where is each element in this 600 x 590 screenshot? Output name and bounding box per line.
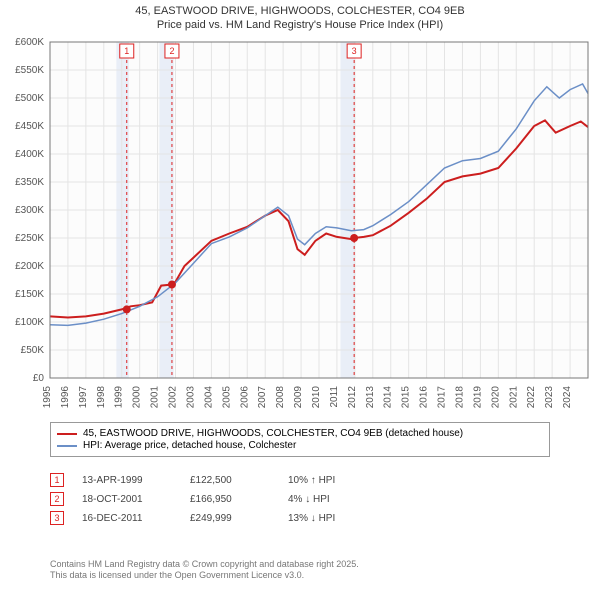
y-tick-label: £350K [15,177,44,188]
x-tick-label: 2008 [275,386,286,409]
y-tick-label: £500K [15,93,44,104]
sale-hpi: 13% ↓ HPI [288,513,388,524]
x-tick-label: 1998 [96,386,107,409]
x-tick-label: 1995 [42,386,53,409]
x-tick-label: 2002 [168,386,179,409]
y-tick-label: £200K [15,261,44,272]
sale-price: £166,950 [190,494,270,505]
title-line1: 45, EASTWOOD DRIVE, HIGHWOODS, COLCHESTE… [0,4,600,18]
x-tick-label: 2021 [508,386,519,409]
chart-title: 45, EASTWOOD DRIVE, HIGHWOODS, COLCHESTE… [0,0,600,33]
x-tick-label: 2024 [562,386,573,409]
y-tick-label: £100K [15,317,44,328]
x-tick-label: 2003 [185,386,196,409]
y-tick-label: £450K [15,121,44,132]
attribution-footer: Contains HM Land Registry data © Crown c… [50,559,359,582]
sale-marker: 2 [50,492,64,506]
legend-label: 45, EASTWOOD DRIVE, HIGHWOODS, COLCHESTE… [83,428,463,439]
footer-line2: This data is licensed under the Open Gov… [50,570,359,582]
x-tick-label: 2012 [347,386,358,409]
sale-point [350,234,358,242]
y-tick-label: £550K [15,65,44,76]
x-tick-label: 2001 [150,386,161,409]
x-tick-label: 2017 [437,386,448,409]
chart-legend: 45, EASTWOOD DRIVE, HIGHWOODS, COLCHESTE… [50,422,550,457]
y-tick-label: £0 [33,373,45,384]
x-tick-label: 2020 [490,386,501,409]
sale-marker: 1 [50,473,64,487]
legend-label: HPI: Average price, detached house, Colc… [83,440,296,451]
sale-row: 3 16-DEC-2011 £249,999 13% ↓ HPI [50,511,388,525]
legend-item: 45, EASTWOOD DRIVE, HIGHWOODS, COLCHESTE… [57,428,543,439]
x-tick-label: 2000 [132,386,143,409]
x-tick-label: 2018 [454,386,465,409]
x-tick-label: 2023 [544,386,555,409]
sale-date: 16-DEC-2011 [82,513,172,524]
sale-marker: 3 [50,511,64,525]
sale-point [168,281,176,289]
sale-date: 13-APR-1999 [82,475,172,486]
legend-item: HPI: Average price, detached house, Colc… [57,440,543,451]
y-tick-label: £300K [15,205,44,216]
x-tick-label: 2011 [329,386,340,408]
marker-label: 2 [169,46,174,56]
footer-line1: Contains HM Land Registry data © Crown c… [50,559,359,571]
x-tick-label: 2015 [401,386,412,409]
price-chart: £0 £50K £100K £150K £200K £250K £300K £350K £400… [0,38,600,418]
sale-date: 18-OCT-2001 [82,494,172,505]
sale-hpi: 4% ↓ HPI [288,494,388,505]
x-tick-label: 2007 [257,386,268,409]
x-tick-label: 2016 [419,386,430,409]
x-tick-label: 2005 [221,386,232,409]
x-tick-label: 1996 [60,386,71,409]
x-tick-label: 2009 [293,386,304,409]
marker-label: 3 [352,46,357,56]
sale-point [123,305,131,313]
x-tick-label: 2006 [239,386,250,409]
x-tick-label: 2022 [526,386,537,409]
x-tick-label: 1997 [78,386,89,409]
sale-price: £249,999 [190,513,270,524]
legend-swatch [57,433,77,435]
sales-table: 1 13-APR-1999 £122,500 10% ↑ HPI 2 18-OCT-200… [50,468,388,530]
sale-hpi: 10% ↑ HPI [288,475,388,486]
title-line2: Price paid vs. HM Land Registry's House … [0,18,600,32]
y-tick-label: £50K [21,345,45,356]
sale-row: 2 18-OCT-2001 £166,950 4% ↓ HPI [50,492,388,506]
legend-swatch [57,445,77,447]
y-tick-label: £400K [15,149,44,160]
x-tick-label: 2004 [203,386,214,409]
x-tick-label: 2014 [383,386,394,409]
y-tick-label: £250K [15,233,44,244]
x-tick-label: 2019 [472,386,483,409]
x-tick-label: 2010 [311,386,322,409]
sale-price: £122,500 [190,475,270,486]
x-tick-label: 2013 [365,386,376,409]
y-tick-label: £600K [15,38,44,48]
x-tick-label: 1999 [114,386,125,409]
sale-row: 1 13-APR-1999 £122,500 10% ↑ HPI [50,473,388,487]
y-tick-label: £150K [15,289,44,300]
marker-label: 1 [124,46,129,56]
